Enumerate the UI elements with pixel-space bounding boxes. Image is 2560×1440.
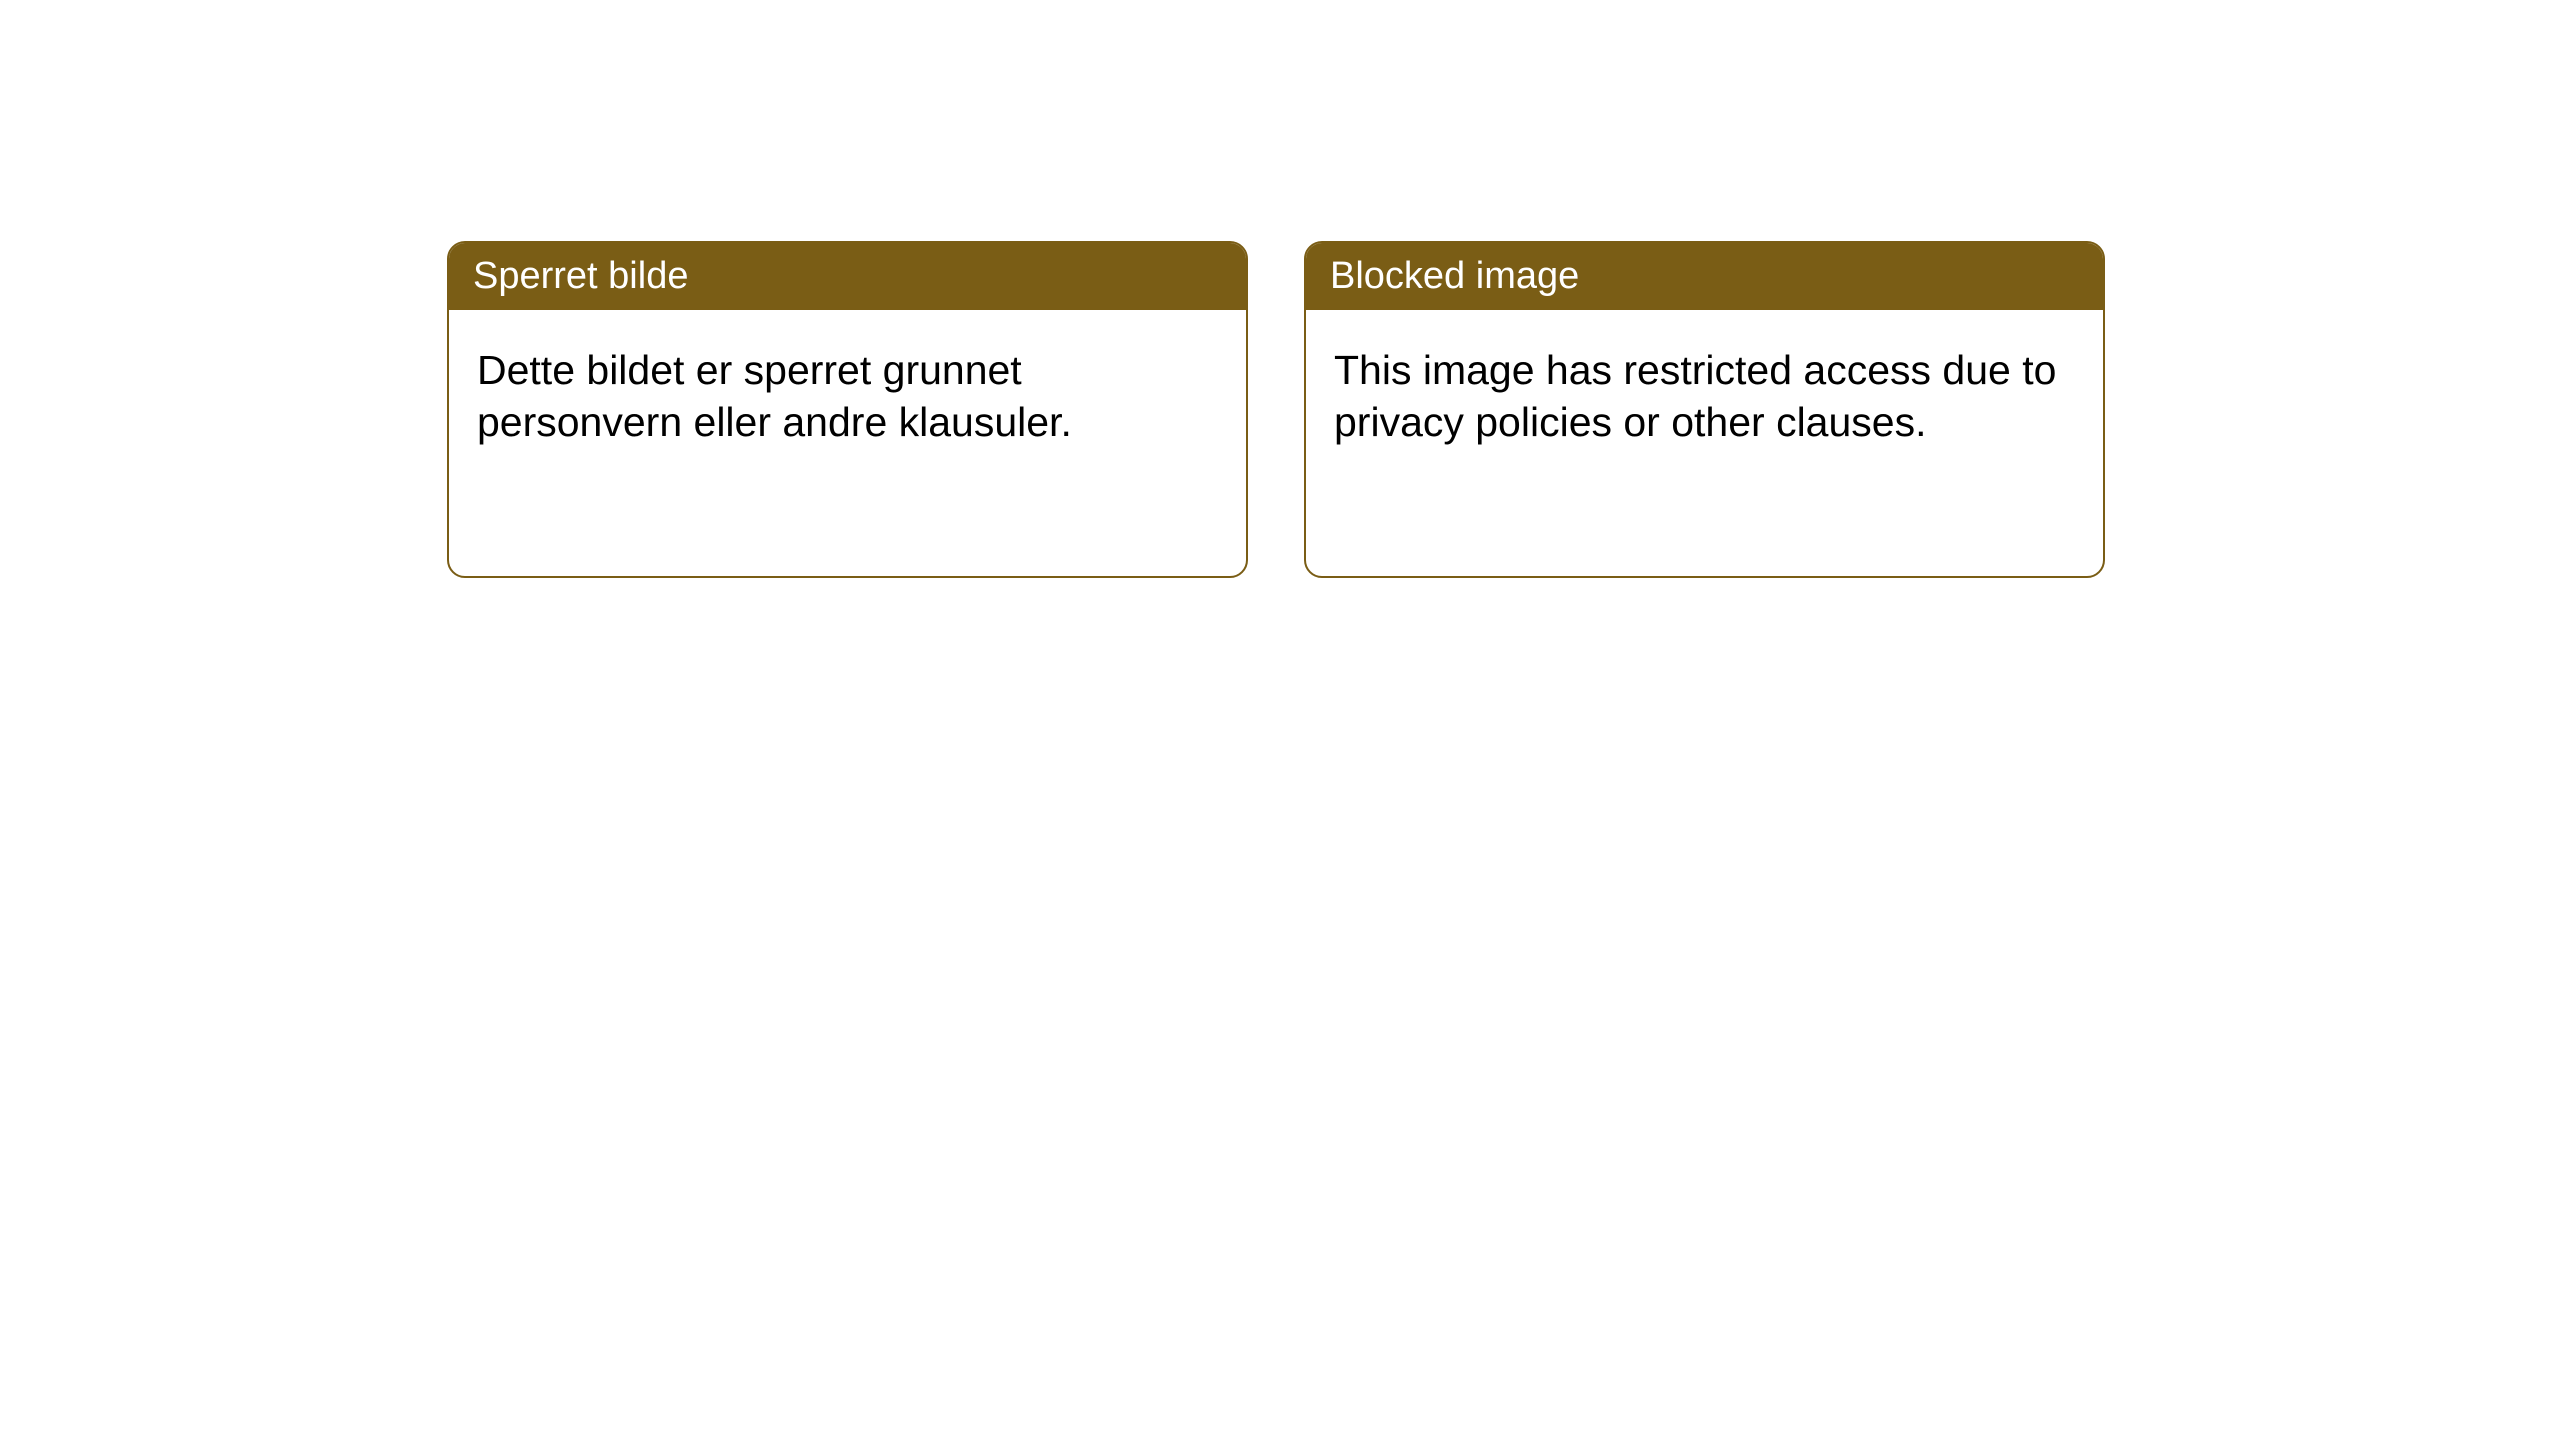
notice-message: This image has restricted access due to … xyxy=(1334,347,2056,445)
notice-header-english: Blocked image xyxy=(1306,243,2103,310)
notice-title: Blocked image xyxy=(1330,255,1579,297)
notice-message: Dette bildet er sperret grunnet personve… xyxy=(477,347,1072,445)
notice-title: Sperret bilde xyxy=(473,255,688,297)
notice-box-english: Blocked image This image has restricted … xyxy=(1304,241,2105,578)
notice-box-norwegian: Sperret bilde Dette bildet er sperret gr… xyxy=(447,241,1248,578)
notice-body-norwegian: Dette bildet er sperret grunnet personve… xyxy=(449,310,1246,483)
notice-container: Sperret bilde Dette bildet er sperret gr… xyxy=(0,0,2560,578)
notice-body-english: This image has restricted access due to … xyxy=(1306,310,2103,483)
notice-header-norwegian: Sperret bilde xyxy=(449,243,1246,310)
